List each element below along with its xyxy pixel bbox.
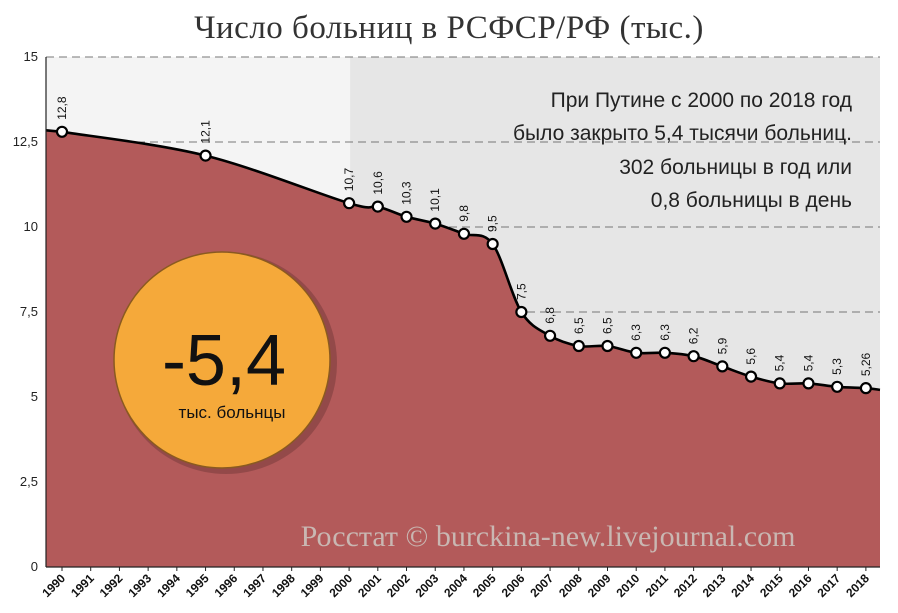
data-point (859, 382, 872, 395)
y-tick-label: 12,5 (13, 134, 38, 149)
data-label: 7,5 (514, 283, 528, 300)
data-points (55, 125, 872, 395)
data-label: 10,7 (342, 168, 356, 192)
chart-title: Число больниц в РСФСР/РФ (тыс.) (194, 10, 704, 46)
data-label: 6,5 (600, 317, 614, 334)
x-tick-label: 2015 (757, 571, 786, 600)
x-tick-label: 1993 (125, 571, 154, 600)
data-point (457, 227, 471, 240)
x-tick-label: 1998 (269, 571, 298, 600)
x-tick-label: 2017 (815, 571, 844, 600)
annotation-line-1: При Путине с 2000 по 2018 год (551, 89, 852, 112)
y-tick-label: 15 (24, 49, 38, 64)
y-axis-ticks: 0 2,5 5 7,5 10 12,5 15 (13, 49, 38, 574)
data-label: 12,8 (55, 96, 69, 120)
x-tick-label: 2001 (355, 571, 384, 600)
x-tick-label: 2014 (728, 571, 757, 600)
data-label: 9,8 (457, 205, 471, 222)
x-tick-label: 2013 (700, 571, 729, 600)
annotation-line-2: было закрыто 5,4 тысячи больниц. (513, 122, 852, 145)
data-label: 10,3 (400, 181, 414, 205)
x-tick-label: 2005 (470, 571, 499, 600)
reduction-badge: -5,4 тыс. больнцы (113, 251, 337, 474)
data-label: 10,6 (371, 171, 385, 195)
data-label: 6,3 (629, 324, 643, 341)
x-tick-label: 1990 (39, 571, 68, 600)
x-tick-label: 2012 (671, 571, 700, 600)
data-label: 5,9 (715, 337, 729, 354)
badge-value: -5,4 (162, 321, 286, 401)
data-label: 5,6 (744, 348, 758, 365)
source-watermark: Росстат © burckina-new.livejournal.com (301, 520, 796, 553)
x-tick-label: 1995 (183, 571, 212, 600)
x-tick-label: 1994 (154, 571, 183, 600)
x-tick-label: 1992 (97, 571, 126, 600)
x-tick-label: 2018 (843, 571, 872, 600)
annotation-line-4: 0,8 больницы в день (651, 189, 852, 212)
data-point (687, 350, 700, 363)
y-tick-label: 0 (31, 559, 38, 574)
x-tick-label: 1991 (68, 571, 97, 600)
y-tick-label: 2,5 (20, 474, 38, 489)
data-point (371, 200, 384, 213)
x-tick-label: 2004 (441, 571, 470, 600)
x-tick-label: 2006 (499, 571, 528, 600)
x-tick-label: 1999 (298, 571, 327, 600)
data-label: 5,26 (859, 352, 873, 376)
data-point (55, 125, 69, 138)
badge-circle (113, 251, 331, 469)
x-axis-ticks: 1990 1991 1992 1993 1994 1995 1996 1997 1998 1999… (39, 571, 872, 600)
x-tick-label: 2002 (384, 571, 413, 600)
data-point (400, 210, 413, 223)
data-label: 12,1 (199, 120, 213, 144)
data-point (515, 305, 528, 319)
data-point (744, 370, 758, 383)
data-label: 6,2 (687, 327, 701, 344)
data-point (716, 360, 729, 373)
data-point (831, 380, 844, 393)
annotation-line-3: 302 больницы в год или (619, 156, 852, 179)
data-point (343, 197, 356, 210)
data-labels: 12,8 12,1 10,7 10,6 10,3 10,1 9,8 9,5 7,5 6,8 6,5 6… (55, 96, 873, 376)
data-point (543, 329, 557, 342)
data-point (486, 237, 499, 251)
data-point (658, 346, 672, 359)
x-tick-label: 2011 (643, 571, 672, 600)
y-tick-label: 10 (24, 219, 38, 234)
data-point (572, 339, 585, 353)
badge-unit: тыс. больнцы (179, 403, 286, 422)
x-tick-label: 2008 (556, 571, 585, 600)
data-label: 10,1 (428, 188, 442, 212)
data-point (429, 217, 442, 230)
x-tick-label: 2003 (413, 571, 442, 600)
x-tick-label: 2007 (527, 571, 556, 600)
data-label: 5,3 (830, 358, 844, 375)
y-tick-label: 7,5 (20, 304, 38, 319)
data-point (199, 149, 212, 162)
y-tick-label: 5 (31, 389, 38, 404)
data-label: 6,5 (572, 317, 586, 334)
data-label: 9,5 (486, 215, 500, 232)
annotation-block: При Путине с 2000 по 2018 год было закры… (513, 89, 852, 212)
x-tick-label: 2010 (614, 571, 643, 600)
data-label: 5,4 (773, 354, 787, 371)
x-tick-label: 2016 (786, 571, 815, 600)
data-point (773, 377, 786, 390)
x-tick-label: 2000 (326, 571, 355, 600)
data-point (802, 377, 815, 390)
x-tick-label: 2009 (585, 571, 614, 600)
x-tick-label: 1997 (240, 571, 269, 600)
data-label: 5,4 (801, 354, 815, 371)
data-point (630, 346, 643, 359)
x-tick-label: 1996 (212, 571, 241, 600)
data-point (601, 339, 614, 353)
data-label: 6,8 (543, 307, 557, 324)
data-label: 6,3 (658, 324, 672, 341)
axes (45, 57, 880, 571)
